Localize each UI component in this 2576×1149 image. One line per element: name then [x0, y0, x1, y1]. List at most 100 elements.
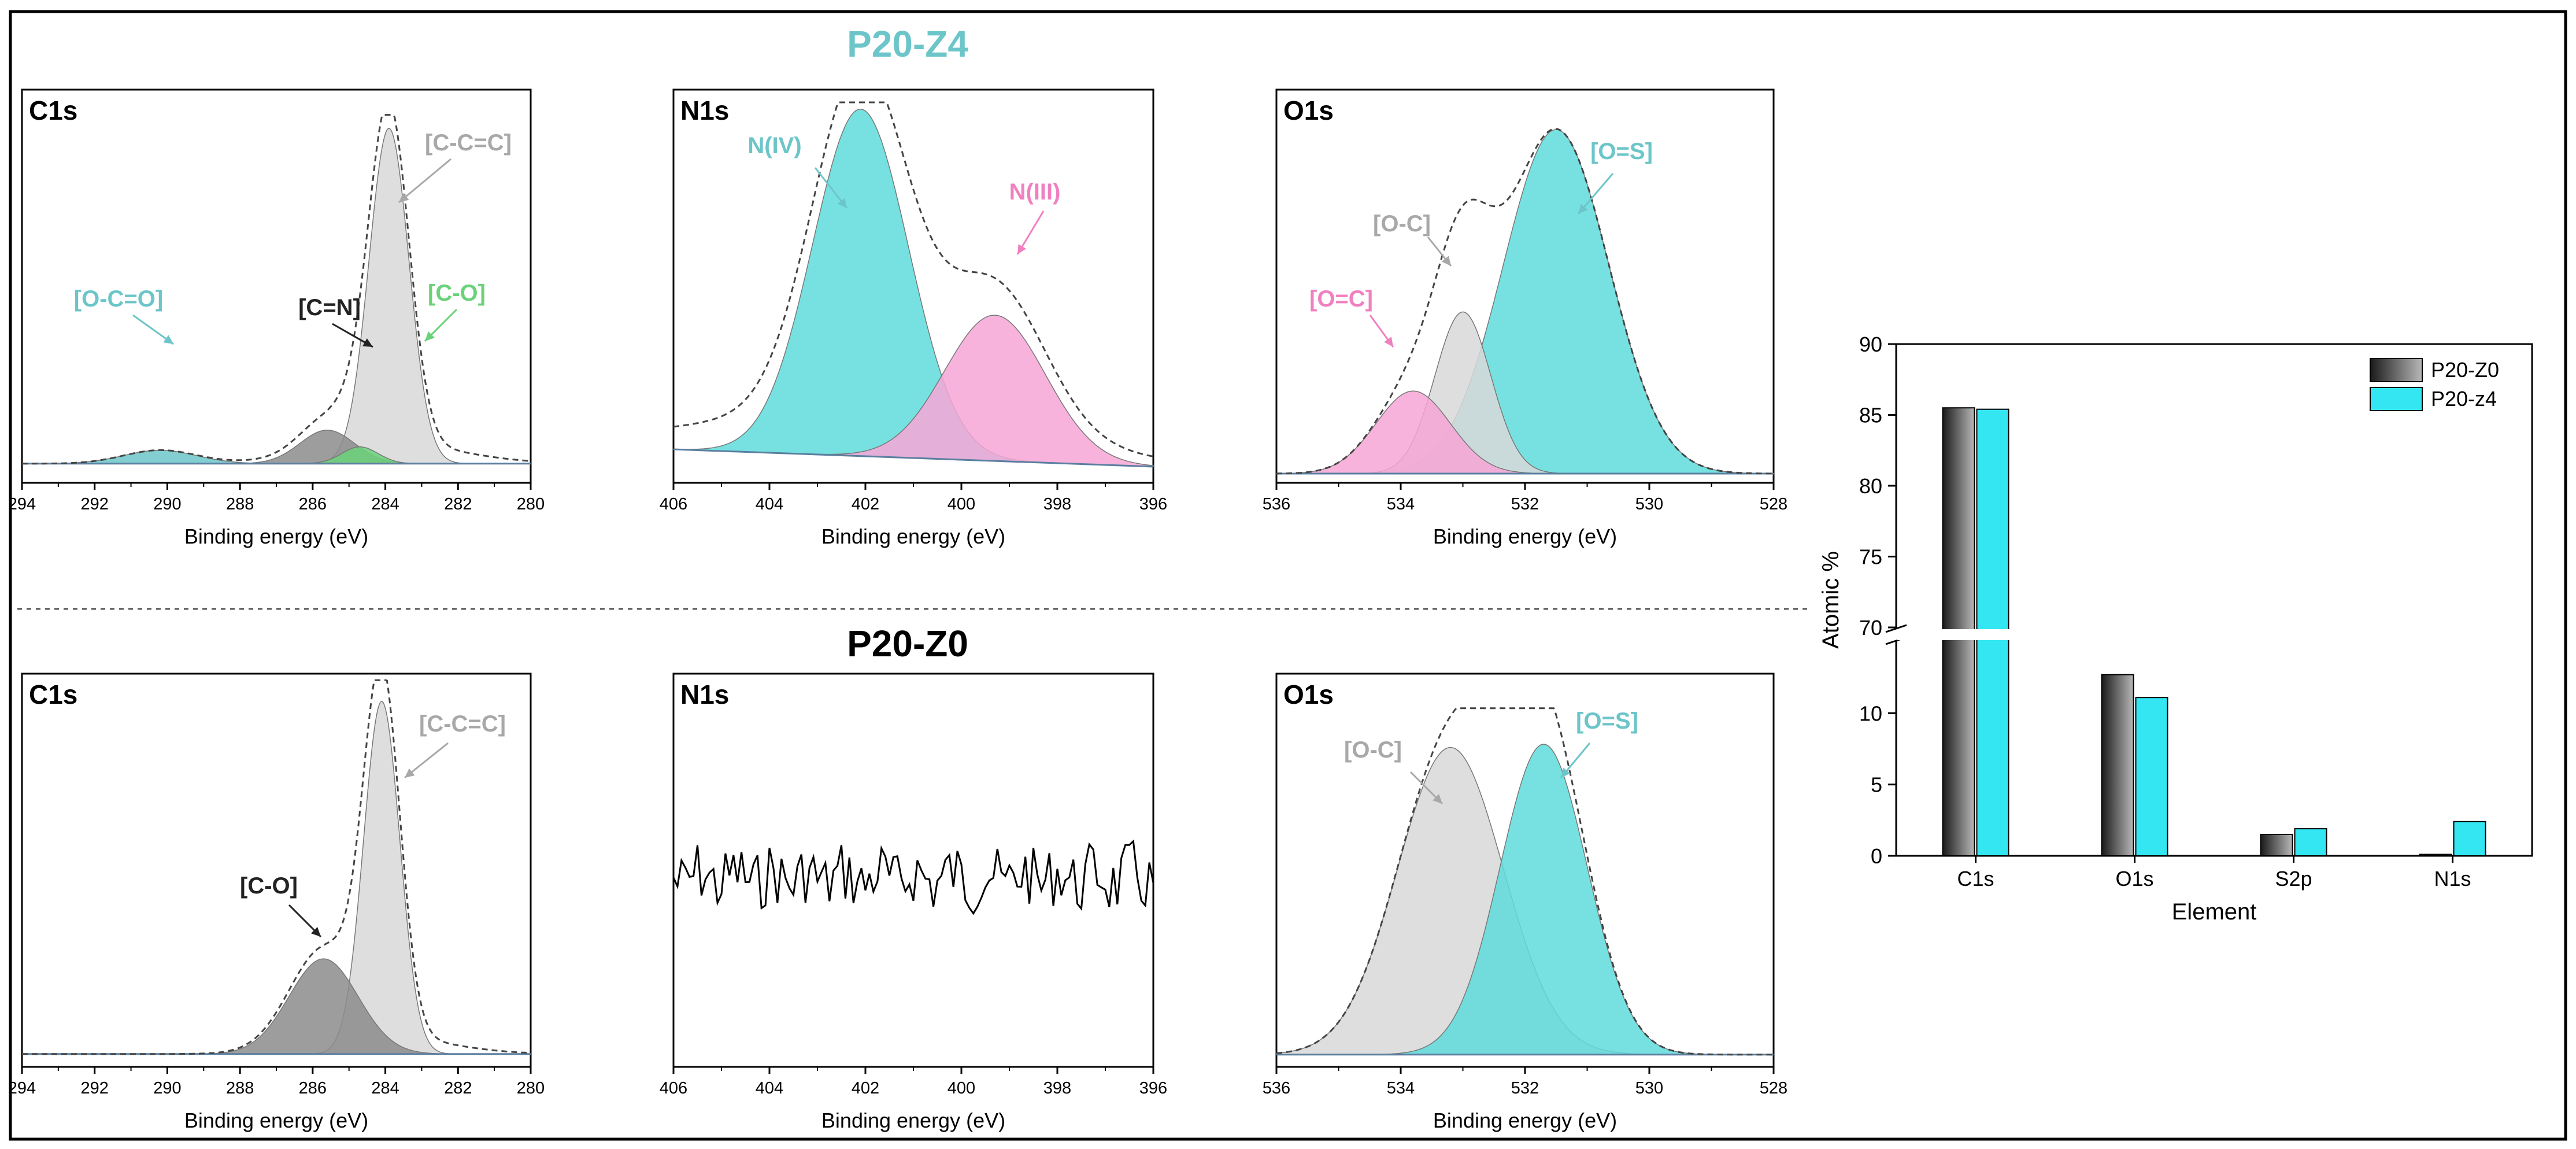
legend-label: P20-z4	[2431, 387, 2497, 411]
x-tick-label: N1s	[2434, 867, 2471, 891]
panel-top-n1s: 406 404 402 400 398 396 Binding energy (eV) N1s…	[660, 88, 1167, 548]
top-section-title: P20-Z4	[847, 23, 968, 65]
peak-label: [O-C]	[1344, 737, 1402, 763]
peak-label: N(IV)	[747, 133, 801, 158]
x-tick-label: 294	[8, 495, 36, 513]
x-tick-label: 292	[81, 495, 109, 513]
x-axis-label: Binding energy (eV)	[184, 524, 368, 548]
x-tick-label: 406	[660, 495, 687, 513]
x-tick-label: 282	[444, 1079, 472, 1098]
atomic-bar-chart: 70 75 80 85 90 0 5 10 Atomic % Element C1s O1s S2p N1…	[1818, 332, 2533, 925]
y-tick-label: 0	[1871, 844, 1882, 868]
peak-label: [O=S]	[1590, 139, 1653, 164]
x-tick-label: 282	[444, 495, 472, 513]
peak-label: [C=N]	[298, 295, 361, 320]
x-tick-label: 400	[948, 1079, 975, 1098]
panel-label: N1s	[680, 679, 729, 710]
peak-label: [O-C=O]	[74, 286, 163, 312]
envelope-fit	[1276, 707, 1774, 1056]
peak-label: [C-C=C]	[419, 711, 506, 737]
x-tick-label: 530	[1635, 1079, 1663, 1098]
y-axis-label: Atomic %	[1818, 551, 1844, 649]
peak-label: [O=C]	[1309, 286, 1373, 312]
bar	[2453, 821, 2486, 857]
axis-break-mark	[1885, 624, 1907, 633]
x-tick-label: 286	[299, 1079, 327, 1098]
x-axis-label: Binding energy (eV)	[184, 1109, 368, 1132]
x-tick-label: 532	[1511, 495, 1539, 513]
x-tick-label: 288	[226, 495, 254, 513]
y-tick-label: 85	[1859, 404, 1882, 427]
plot-frame	[21, 673, 532, 1068]
envelope-fit	[22, 114, 531, 465]
x-tick-label: 528	[1760, 1079, 1787, 1098]
background-baseline	[673, 448, 1154, 468]
label-arrowhead	[1578, 204, 1588, 214]
x-tick-label: 288	[226, 1079, 254, 1098]
x-tick-label: 536	[1263, 1079, 1290, 1098]
x-tick-label: 396	[1139, 1079, 1167, 1098]
label-arrowhead	[163, 335, 173, 344]
bar	[2260, 834, 2293, 856]
label-arrowhead	[425, 331, 435, 341]
panel-label: O1s	[1283, 679, 1334, 710]
x-tick-label: 404	[756, 1079, 783, 1098]
label-arrowhead	[311, 927, 321, 937]
envelope-fit	[1276, 128, 1774, 475]
x-tick-label: 530	[1635, 495, 1663, 513]
bar	[2101, 674, 2134, 856]
x-tick-label: 290	[153, 1079, 181, 1098]
plot-frame	[672, 673, 1154, 1068]
bar-break-gap	[1897, 629, 2531, 640]
peak-label: [C-O]	[240, 873, 298, 899]
panel-label: C1s	[29, 95, 77, 125]
y-tick-label: 75	[1859, 545, 1882, 569]
legend-swatch	[2370, 358, 2423, 382]
x-tick-label: 292	[81, 1079, 109, 1098]
bar	[2135, 697, 2168, 856]
x-tick-label: 406	[660, 1079, 687, 1098]
x-axis-label: Binding energy (eV)	[1433, 1109, 1617, 1132]
peak-label: [C-O]	[428, 280, 486, 306]
x-tick-label: 284	[371, 1079, 399, 1098]
label-arrowhead	[1384, 337, 1393, 347]
envelope-fit	[673, 101, 1154, 457]
panel-top-c1s: 294 292 290 288 286 284 282 280 Binding energy (…	[8, 88, 545, 548]
panel-label: O1s	[1283, 95, 1334, 125]
peak-label: N(III)	[1009, 179, 1061, 205]
x-tick-label: 400	[948, 495, 975, 513]
x-tick-label: 528	[1760, 495, 1787, 513]
legend-label: P20-Z0	[2431, 358, 2499, 382]
label-arrowhead	[1441, 256, 1451, 266]
y-tick-label: 5	[1871, 773, 1882, 797]
envelope-fit	[22, 679, 531, 1055]
panel-bottom-o1s: 536 534 532 530 528 Binding energy (eV) O1s [O-…	[1263, 673, 1787, 1132]
legend-swatch	[2370, 387, 2423, 411]
x-tick-label: 290	[153, 495, 181, 513]
bar	[2294, 828, 2327, 856]
plot-frame	[21, 88, 532, 484]
peak-label: [O-C]	[1373, 211, 1431, 237]
panel-label: N1s	[680, 95, 729, 125]
y-tick-label: 80	[1859, 474, 1882, 498]
bar	[2419, 854, 2452, 856]
x-tick-label: O1s	[2115, 867, 2153, 891]
bottom-section-title: P20-Z0	[847, 623, 968, 664]
x-tick-label: 402	[852, 495, 879, 513]
x-tick-label: 294	[8, 1079, 36, 1098]
x-tick-label: S2p	[2275, 867, 2312, 891]
x-tick-label: 532	[1511, 1079, 1539, 1098]
label-arrowhead	[399, 193, 409, 202]
x-tick-label: 284	[371, 495, 399, 513]
x-tick-label: 398	[1043, 495, 1071, 513]
label-arrowhead	[1561, 767, 1571, 778]
x-tick-label: 286	[299, 495, 327, 513]
peak-label: [O=S]	[1576, 708, 1638, 734]
panel-bottom-n1s: 406 404 402 400 398 396 Binding energy (eV) N1s	[660, 673, 1167, 1132]
x-tick-label: 404	[756, 495, 783, 513]
x-tick-label: 536	[1263, 495, 1290, 513]
label-arrowhead	[837, 198, 847, 208]
x-tick-label: 402	[852, 1079, 879, 1098]
label-arrowhead	[405, 768, 415, 778]
